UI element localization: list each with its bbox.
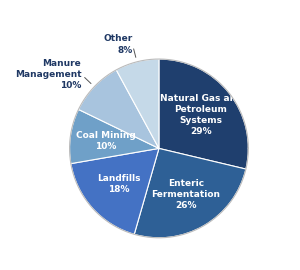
- Wedge shape: [71, 148, 159, 234]
- Wedge shape: [134, 148, 246, 238]
- Text: Enteric
Fermentation
26%: Enteric Fermentation 26%: [152, 179, 220, 210]
- Text: Manure
Management
10%: Manure Management 10%: [15, 59, 81, 90]
- Text: Other
8%: Other 8%: [103, 34, 133, 55]
- Wedge shape: [159, 59, 248, 169]
- Wedge shape: [116, 59, 159, 149]
- Text: Natural Gas and
Petroleum
Systems
29%: Natural Gas and Petroleum Systems 29%: [160, 94, 242, 136]
- Wedge shape: [79, 70, 159, 148]
- Wedge shape: [70, 109, 159, 164]
- Text: Coal Mining
10%: Coal Mining 10%: [76, 131, 136, 151]
- Text: Landfills
18%: Landfills 18%: [97, 174, 141, 194]
